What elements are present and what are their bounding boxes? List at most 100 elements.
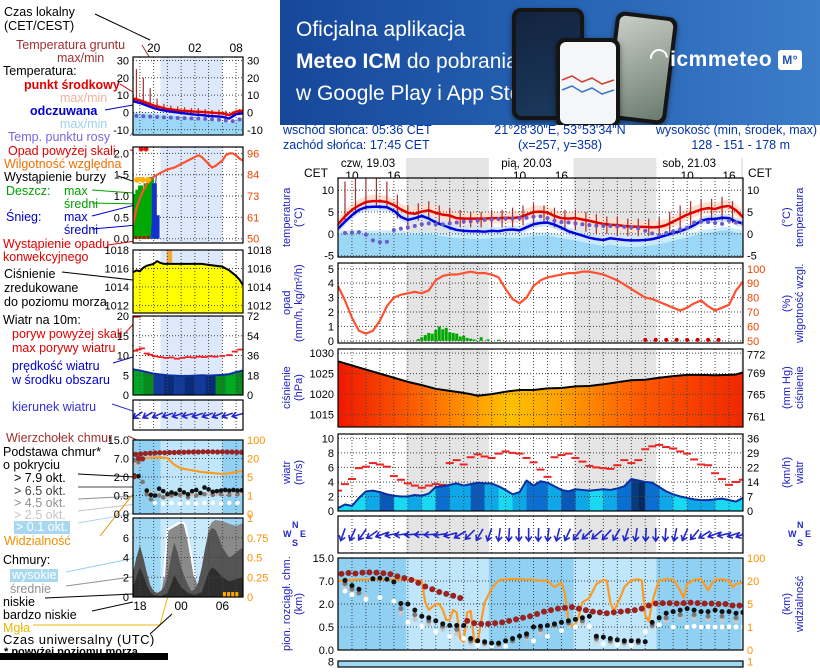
- panel-temperature-chart: 10 5 0 -5 10 5 0 -5: [300, 177, 780, 263]
- svg-text:20: 20: [117, 73, 129, 85]
- legend-visibility: Widzialność: [4, 534, 71, 548]
- svg-text:4: 4: [328, 278, 334, 290]
- axis-pressure-name-left: ciśnienie: [281, 366, 293, 410]
- legend-rain-max: max: [64, 184, 88, 198]
- icmmeteo-logo[interactable]: icmmeteo M°: [646, 45, 802, 72]
- svg-text:0.75: 0.75: [247, 533, 268, 545]
- svg-text:0: 0: [747, 229, 753, 241]
- legend-rain: Deszcz:: [6, 184, 51, 198]
- svg-text:30: 30: [247, 55, 259, 67]
- axis-temp-name-right: temperatura: [794, 187, 806, 248]
- legend-cloud-base-1: Podstawa chmur*: [3, 445, 101, 459]
- location-coordinates: 21°28'30"E, 53°53'34"N: [494, 123, 626, 137]
- svg-text:1016: 1016: [105, 264, 129, 276]
- svg-text:3: 3: [328, 293, 334, 305]
- svg-text:6: 6: [328, 462, 334, 474]
- svg-text:10: 10: [747, 185, 759, 197]
- svg-text:1014: 1014: [105, 282, 129, 294]
- legend-mini-precip-chart: 2.0 1.5 1.0 0.5 0.0 96 84 73 61 50: [100, 146, 275, 248]
- svg-text:-5: -5: [324, 251, 334, 263]
- legend-convective-1: Wystąpienie opadu: [3, 237, 110, 251]
- svg-text:1015: 1015: [310, 410, 334, 422]
- legend-clouds: Chmury:: [3, 553, 51, 567]
- svg-text:8: 8: [123, 513, 129, 525]
- legend-cet-cest: (CET/CEST): [4, 19, 75, 33]
- banner-line1: Oficjalna aplikacja: [296, 18, 466, 41]
- svg-text:61: 61: [247, 212, 259, 224]
- svg-text:2.0: 2.0: [114, 148, 129, 160]
- axis-wind-name-left: wiatr: [281, 460, 293, 485]
- legend-snow-max: max: [64, 210, 88, 224]
- svg-text:54: 54: [247, 331, 259, 343]
- banner-line2: Meteo ICM do pobrania: [296, 50, 518, 73]
- svg-text:18: 18: [247, 370, 259, 382]
- app-promo-banner[interactable]: Oficjalna aplikacja Meteo ICM do pobrani…: [280, 0, 820, 125]
- svg-text:100: 100: [747, 264, 765, 276]
- svg-text:0.5: 0.5: [247, 553, 262, 565]
- svg-text:29: 29: [747, 448, 759, 460]
- svg-text:1014: 1014: [247, 282, 271, 294]
- svg-text:1018: 1018: [247, 245, 271, 257]
- header-night-bands: [300, 158, 780, 183]
- svg-text:96: 96: [247, 148, 259, 160]
- axis-temp-unit-right: (°C): [781, 207, 793, 228]
- compass-s: S: [292, 538, 299, 548]
- panel-cloud-visibility-chart: 15.0 7.0 2.0 0.5 0.0 100 20 5 1 0: [300, 553, 780, 657]
- legend-mini-wind-direction-strip: [100, 399, 275, 435]
- svg-text:0: 0: [247, 107, 253, 119]
- legend-convective-2: konwekcyjnego: [3, 250, 89, 264]
- svg-text:08: 08: [229, 41, 243, 55]
- legend-mini-temperature-chart: 30 20 10 0 -10 30 20 10 0 -10 20 02 08: [100, 37, 275, 140]
- legend-ground-temp: Temperatura gruntu: [16, 38, 126, 52]
- legend-okta-65: > 6.5 okt.: [14, 484, 66, 498]
- svg-text:0: 0: [247, 390, 253, 402]
- legend-temp-maxmin: max/min: [60, 91, 108, 105]
- legend-fog: Mgła: [3, 621, 31, 635]
- svg-text:84: 84: [247, 170, 259, 182]
- panel-precip-humidity-chart: 5 4 3 2 1 0 100 90 80 70 60 50: [300, 262, 780, 348]
- svg-text:18: 18: [133, 599, 147, 613]
- legend-okta-45: > 4.5 okt.: [14, 496, 66, 510]
- svg-text:765: 765: [747, 390, 765, 402]
- legend-midpoint-temp: punkt środkowy: [24, 78, 120, 92]
- svg-text:14: 14: [747, 477, 759, 489]
- altitude-label: wysokość (min, środek, max): [655, 123, 817, 137]
- svg-text:30: 30: [117, 55, 129, 67]
- svg-text:20: 20: [247, 454, 259, 466]
- axis-wind-unit-right: (km/h): [781, 456, 793, 489]
- legend-okta-01: > 0.1 okt.: [14, 520, 70, 534]
- compass-e: E: [300, 529, 307, 539]
- svg-text:0: 0: [328, 336, 334, 348]
- svg-text:00: 00: [174, 599, 188, 613]
- day-label: pią, 20.03: [501, 158, 552, 170]
- legend-precip-above-scale: Opad powyżej skali: [8, 144, 116, 158]
- svg-text:6: 6: [123, 533, 129, 545]
- legend-storm: Wystąpienie burzy: [4, 170, 107, 184]
- legend-pressure-3: do poziomu morza: [4, 295, 107, 309]
- day-label: sob, 21.03: [662, 158, 717, 170]
- legend-clouds-low: niskie: [3, 595, 35, 609]
- svg-text:10: 10: [322, 185, 334, 197]
- svg-text:15.0: 15.0: [313, 553, 334, 565]
- svg-text:7: 7: [747, 491, 753, 503]
- svg-text:5: 5: [328, 264, 334, 276]
- logo-badge: M°: [778, 50, 802, 70]
- legend-wind-speed-1: prędkość wiatru: [12, 359, 100, 373]
- axis-visibility-unit: (km): [781, 593, 793, 615]
- svg-text:1012: 1012: [247, 301, 271, 313]
- svg-text:0.0: 0.0: [319, 645, 334, 657]
- svg-text:1: 1: [328, 321, 334, 333]
- legend-dew-point: Temp. punktu rosy: [8, 130, 111, 144]
- phone-mockup-front: [556, 38, 620, 125]
- legend-pressure-1: Ciśnienie: [4, 267, 56, 281]
- svg-text:5: 5: [328, 207, 334, 219]
- svg-text:8: 8: [328, 448, 334, 460]
- svg-text:0: 0: [747, 506, 753, 518]
- svg-text:8: 8: [328, 656, 334, 668]
- svg-text:2: 2: [328, 491, 334, 503]
- axis-temp-name-left: temperatura: [281, 187, 293, 248]
- svg-text:0: 0: [328, 229, 334, 241]
- svg-text:1: 1: [747, 656, 753, 668]
- legend-feels-like: odczuwana: [30, 104, 98, 118]
- svg-text:100: 100: [747, 553, 765, 565]
